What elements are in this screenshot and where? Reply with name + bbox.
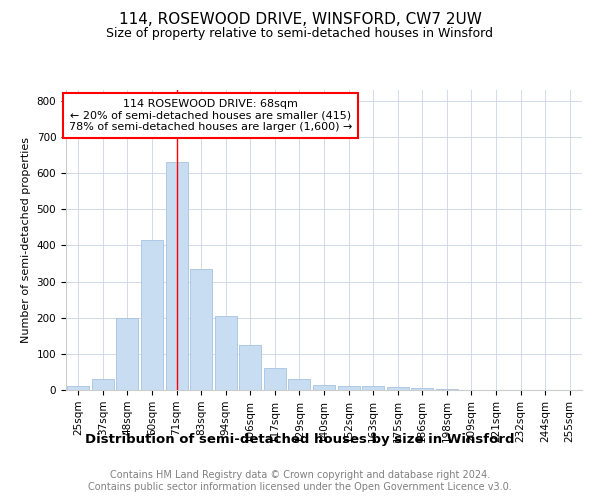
Bar bbox=[141, 240, 163, 390]
Bar bbox=[386, 387, 409, 390]
Bar bbox=[436, 389, 458, 390]
Bar bbox=[166, 162, 188, 390]
Text: Contains public sector information licensed under the Open Government Licence v3: Contains public sector information licen… bbox=[88, 482, 512, 492]
Bar bbox=[116, 318, 139, 390]
Bar bbox=[239, 345, 262, 390]
Bar bbox=[215, 316, 237, 390]
Text: 114 ROSEWOOD DRIVE: 68sqm
← 20% of semi-detached houses are smaller (415)
78% of: 114 ROSEWOOD DRIVE: 68sqm ← 20% of semi-… bbox=[69, 99, 352, 132]
Text: Size of property relative to semi-detached houses in Winsford: Size of property relative to semi-detach… bbox=[107, 28, 493, 40]
Text: 114, ROSEWOOD DRIVE, WINSFORD, CW7 2UW: 114, ROSEWOOD DRIVE, WINSFORD, CW7 2UW bbox=[119, 12, 481, 28]
Bar bbox=[289, 379, 310, 390]
Text: Distribution of semi-detached houses by size in Winsford: Distribution of semi-detached houses by … bbox=[85, 432, 515, 446]
Bar bbox=[67, 386, 89, 390]
Bar bbox=[190, 269, 212, 390]
Bar bbox=[313, 384, 335, 390]
Bar bbox=[92, 379, 114, 390]
Bar bbox=[264, 368, 286, 390]
Bar bbox=[338, 386, 359, 390]
Bar bbox=[411, 388, 433, 390]
Text: Contains HM Land Registry data © Crown copyright and database right 2024.: Contains HM Land Registry data © Crown c… bbox=[110, 470, 490, 480]
Y-axis label: Number of semi-detached properties: Number of semi-detached properties bbox=[21, 137, 31, 343]
Bar bbox=[362, 386, 384, 390]
